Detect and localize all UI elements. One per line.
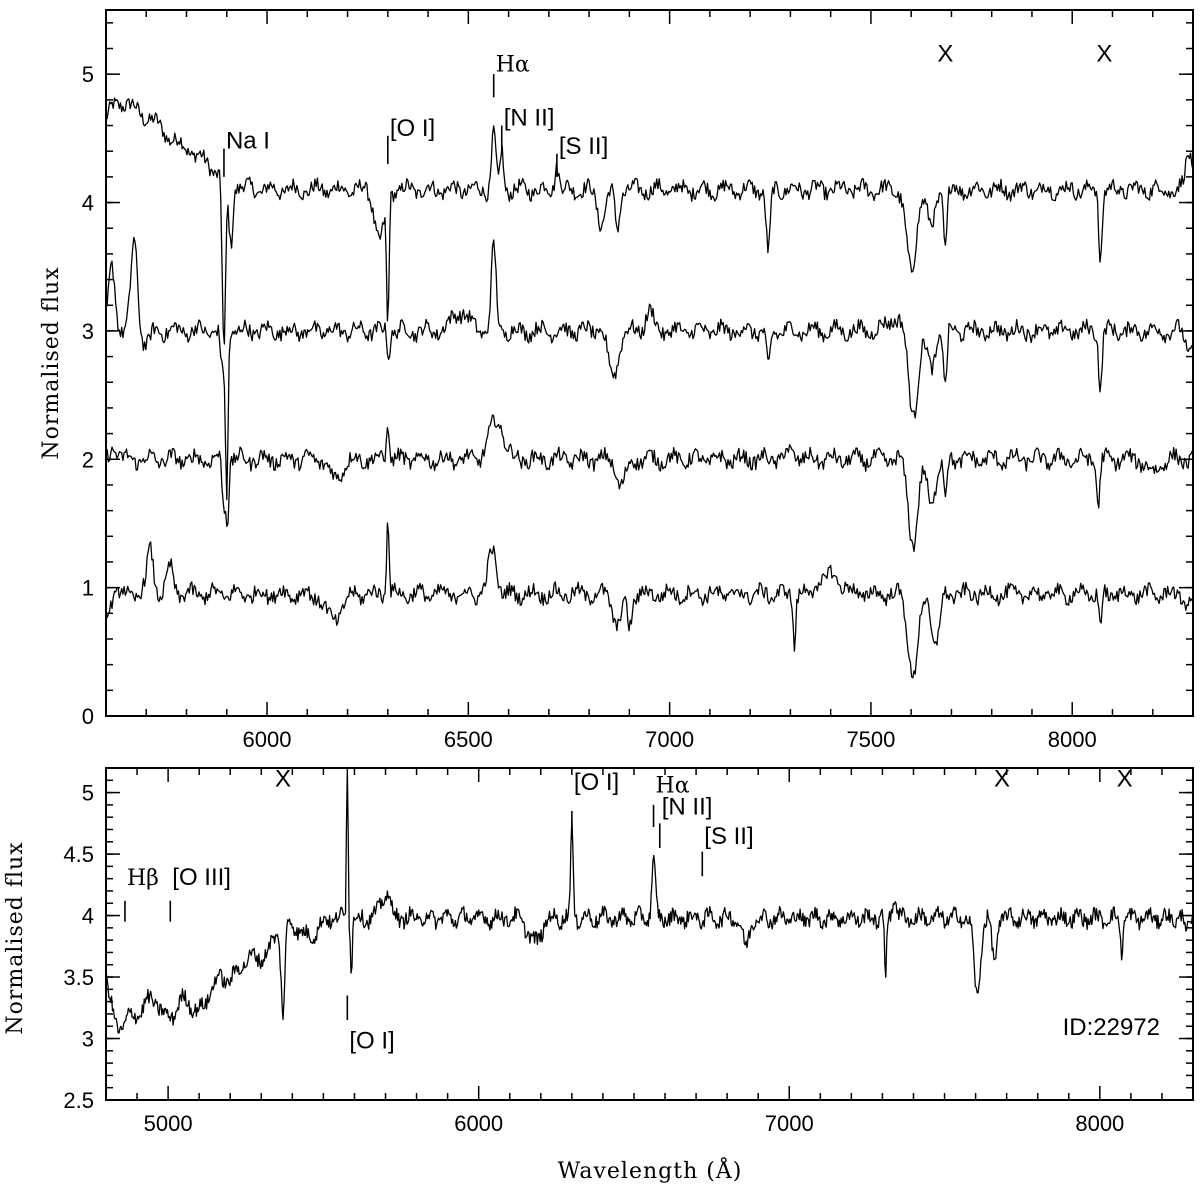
telluric-marker-label: X bbox=[275, 765, 291, 792]
emission-line-label: [S II] bbox=[704, 823, 753, 850]
bottom-axis-ticks: 5000 6000 7000 8000 2.5 3 3.5 4 4.5 5 bbox=[63, 767, 1194, 1136]
emission-line-label: [O I] bbox=[349, 1027, 394, 1054]
emission-line-label: [N II] bbox=[662, 794, 713, 821]
y-tick-label: 5 bbox=[82, 781, 94, 806]
spectrum-line bbox=[105, 768, 1194, 1034]
emission-line-label: Na I bbox=[226, 128, 270, 155]
top-y-axis-title: Normalised flux bbox=[39, 266, 64, 459]
x-tick-label: 8000 bbox=[1075, 1111, 1124, 1136]
top-axis-ticks: 6000 6500 7000 7500 8000 0 1 2 3 4 5 bbox=[82, 10, 1194, 752]
telluric-marker-label: X bbox=[1117, 765, 1133, 792]
x-tick-label: 8000 bbox=[1048, 727, 1097, 752]
y-tick-label: 4 bbox=[82, 191, 94, 216]
spectrum-line bbox=[105, 97, 1194, 345]
y-tick-label: 3.5 bbox=[63, 965, 94, 990]
spectrum-line bbox=[105, 522, 1194, 679]
y-tick-label: 5 bbox=[82, 62, 94, 87]
x-tick-label: 7000 bbox=[765, 1111, 814, 1136]
bottom-plot-frame bbox=[105, 767, 1194, 1101]
telluric-marker-label: X bbox=[994, 765, 1010, 792]
bottom-y-axis-title: Normalised flux bbox=[3, 841, 28, 1034]
spectrum-line bbox=[105, 414, 1194, 553]
top-panel: 6000 6500 7000 7500 8000 0 1 2 3 4 5 Na I [O I] Hα [N… bbox=[39, 9, 1194, 752]
bottom-line-annotations: Hβ [O III] X [O I] [O I] Hα[N II][S II] X X bbox=[124, 765, 1133, 1054]
emission-line-label: [S II] bbox=[559, 133, 608, 160]
x-tick-label: 6500 bbox=[444, 727, 493, 752]
x-tick-label: 7000 bbox=[645, 727, 694, 752]
emission-line-label: [O III] bbox=[172, 864, 231, 891]
emission-line-label: [N II] bbox=[504, 105, 555, 132]
bottom-spectra-group bbox=[105, 768, 1194, 1034]
telluric-marker-label: X bbox=[937, 40, 953, 67]
emission-line-label: Hα bbox=[656, 774, 690, 799]
telluric-marker-label: X bbox=[1096, 40, 1112, 67]
emission-line-label: Hβ bbox=[127, 866, 159, 891]
y-tick-label: 2 bbox=[82, 447, 94, 472]
emission-line-label: [O I] bbox=[390, 115, 435, 142]
top-spectra-group bbox=[105, 97, 1194, 679]
x-axis-title: Wavelength (Å) bbox=[558, 1156, 743, 1184]
y-tick-label: 3 bbox=[82, 1027, 94, 1052]
x-tick-label: 6000 bbox=[243, 727, 292, 752]
spectrum-line bbox=[105, 236, 1194, 501]
emission-line-label: Hα bbox=[496, 53, 530, 78]
x-tick-label: 5000 bbox=[144, 1111, 193, 1136]
y-tick-label: 3 bbox=[82, 319, 94, 344]
object-id-label: ID:22972 bbox=[1063, 1014, 1160, 1041]
emission-line-label: [O I] bbox=[574, 769, 619, 796]
top-plot-frame bbox=[105, 9, 1194, 717]
y-tick-label: 0 bbox=[82, 704, 94, 729]
top-line-annotations: Na I [O I] Hα [N II][S II] X X bbox=[223, 40, 1112, 177]
y-tick-label: 4.5 bbox=[63, 842, 94, 867]
x-tick-label: 7500 bbox=[846, 727, 895, 752]
bottom-panel: 5000 6000 7000 8000 2.5 3 3.5 4 4.5 5 Hβ [O III] X [… bbox=[3, 765, 1194, 1184]
y-tick-label: 4 bbox=[82, 904, 94, 929]
y-tick-label: 1 bbox=[82, 576, 94, 601]
y-tick-label: 2.5 bbox=[63, 1088, 94, 1113]
x-tick-label: 6000 bbox=[454, 1111, 503, 1136]
